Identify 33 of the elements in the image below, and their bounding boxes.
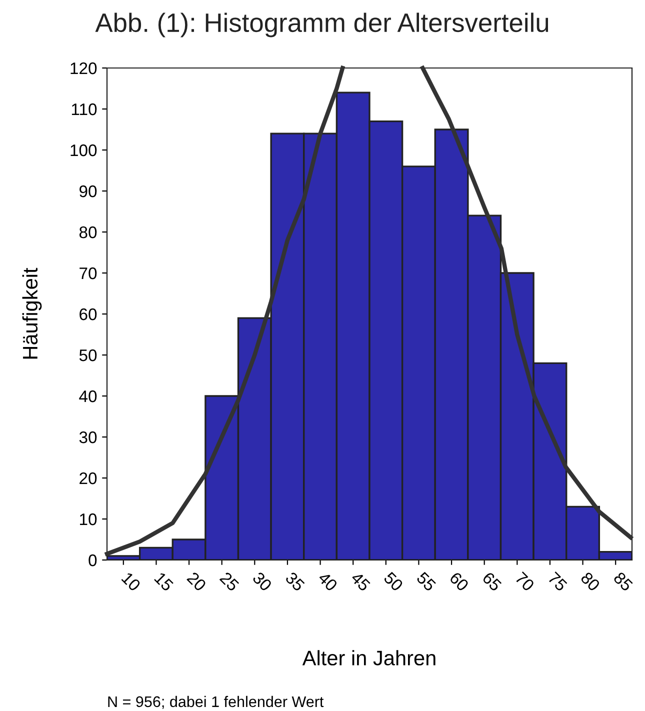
x-tick-label: 40 <box>317 571 338 592</box>
x-tick-label: 80 <box>580 571 601 592</box>
y-tick-label: 100 <box>70 144 97 156</box>
x-tick-label: 30 <box>252 571 272 592</box>
chart-title: Abb. (1): Histogramm der Altersverteilu <box>95 12 548 38</box>
y-tick-label: 0 <box>88 554 97 566</box>
x-tick-label: 75 <box>547 572 568 592</box>
x-tick-label: 35 <box>284 571 306 592</box>
x-tick-label: 50 <box>383 571 404 592</box>
y-tick-label: 20 <box>80 472 97 484</box>
x-tick-label: 25 <box>219 571 240 592</box>
y-tick-label: 40 <box>79 390 97 402</box>
x-tick-label: 70 <box>514 571 535 592</box>
y-tick-label: 90 <box>80 185 97 198</box>
y-tick-label: 50 <box>79 349 97 362</box>
y-tick-label: 120 <box>70 62 97 74</box>
x-tick-label: 65 <box>482 571 502 592</box>
y-axis-title: Häufigkeit <box>22 268 42 359</box>
y-tick-label: 60 <box>80 308 97 320</box>
x-axis-title: Alter in Jahren <box>302 650 436 666</box>
x-tick-label: 55 <box>416 571 436 592</box>
x-tick-label: 10 <box>121 572 142 592</box>
y-tick-label: 80 <box>79 226 97 238</box>
y-tick-label: 30 <box>79 431 97 444</box>
x-tick-label: 45 <box>350 571 371 592</box>
y-tick-label: 110 <box>72 103 97 116</box>
x-tick-label: 15 <box>154 572 174 592</box>
x-tick-label: 85 <box>612 571 634 592</box>
y-tick-label: 70 <box>80 267 97 280</box>
text: N = 956; dabei 1 fehlender Wert <box>108 696 324 709</box>
y-tick-label: 10 <box>80 513 97 526</box>
x-tick-label: 60 <box>448 571 470 592</box>
x-tick-label: 20 <box>186 571 207 592</box>
